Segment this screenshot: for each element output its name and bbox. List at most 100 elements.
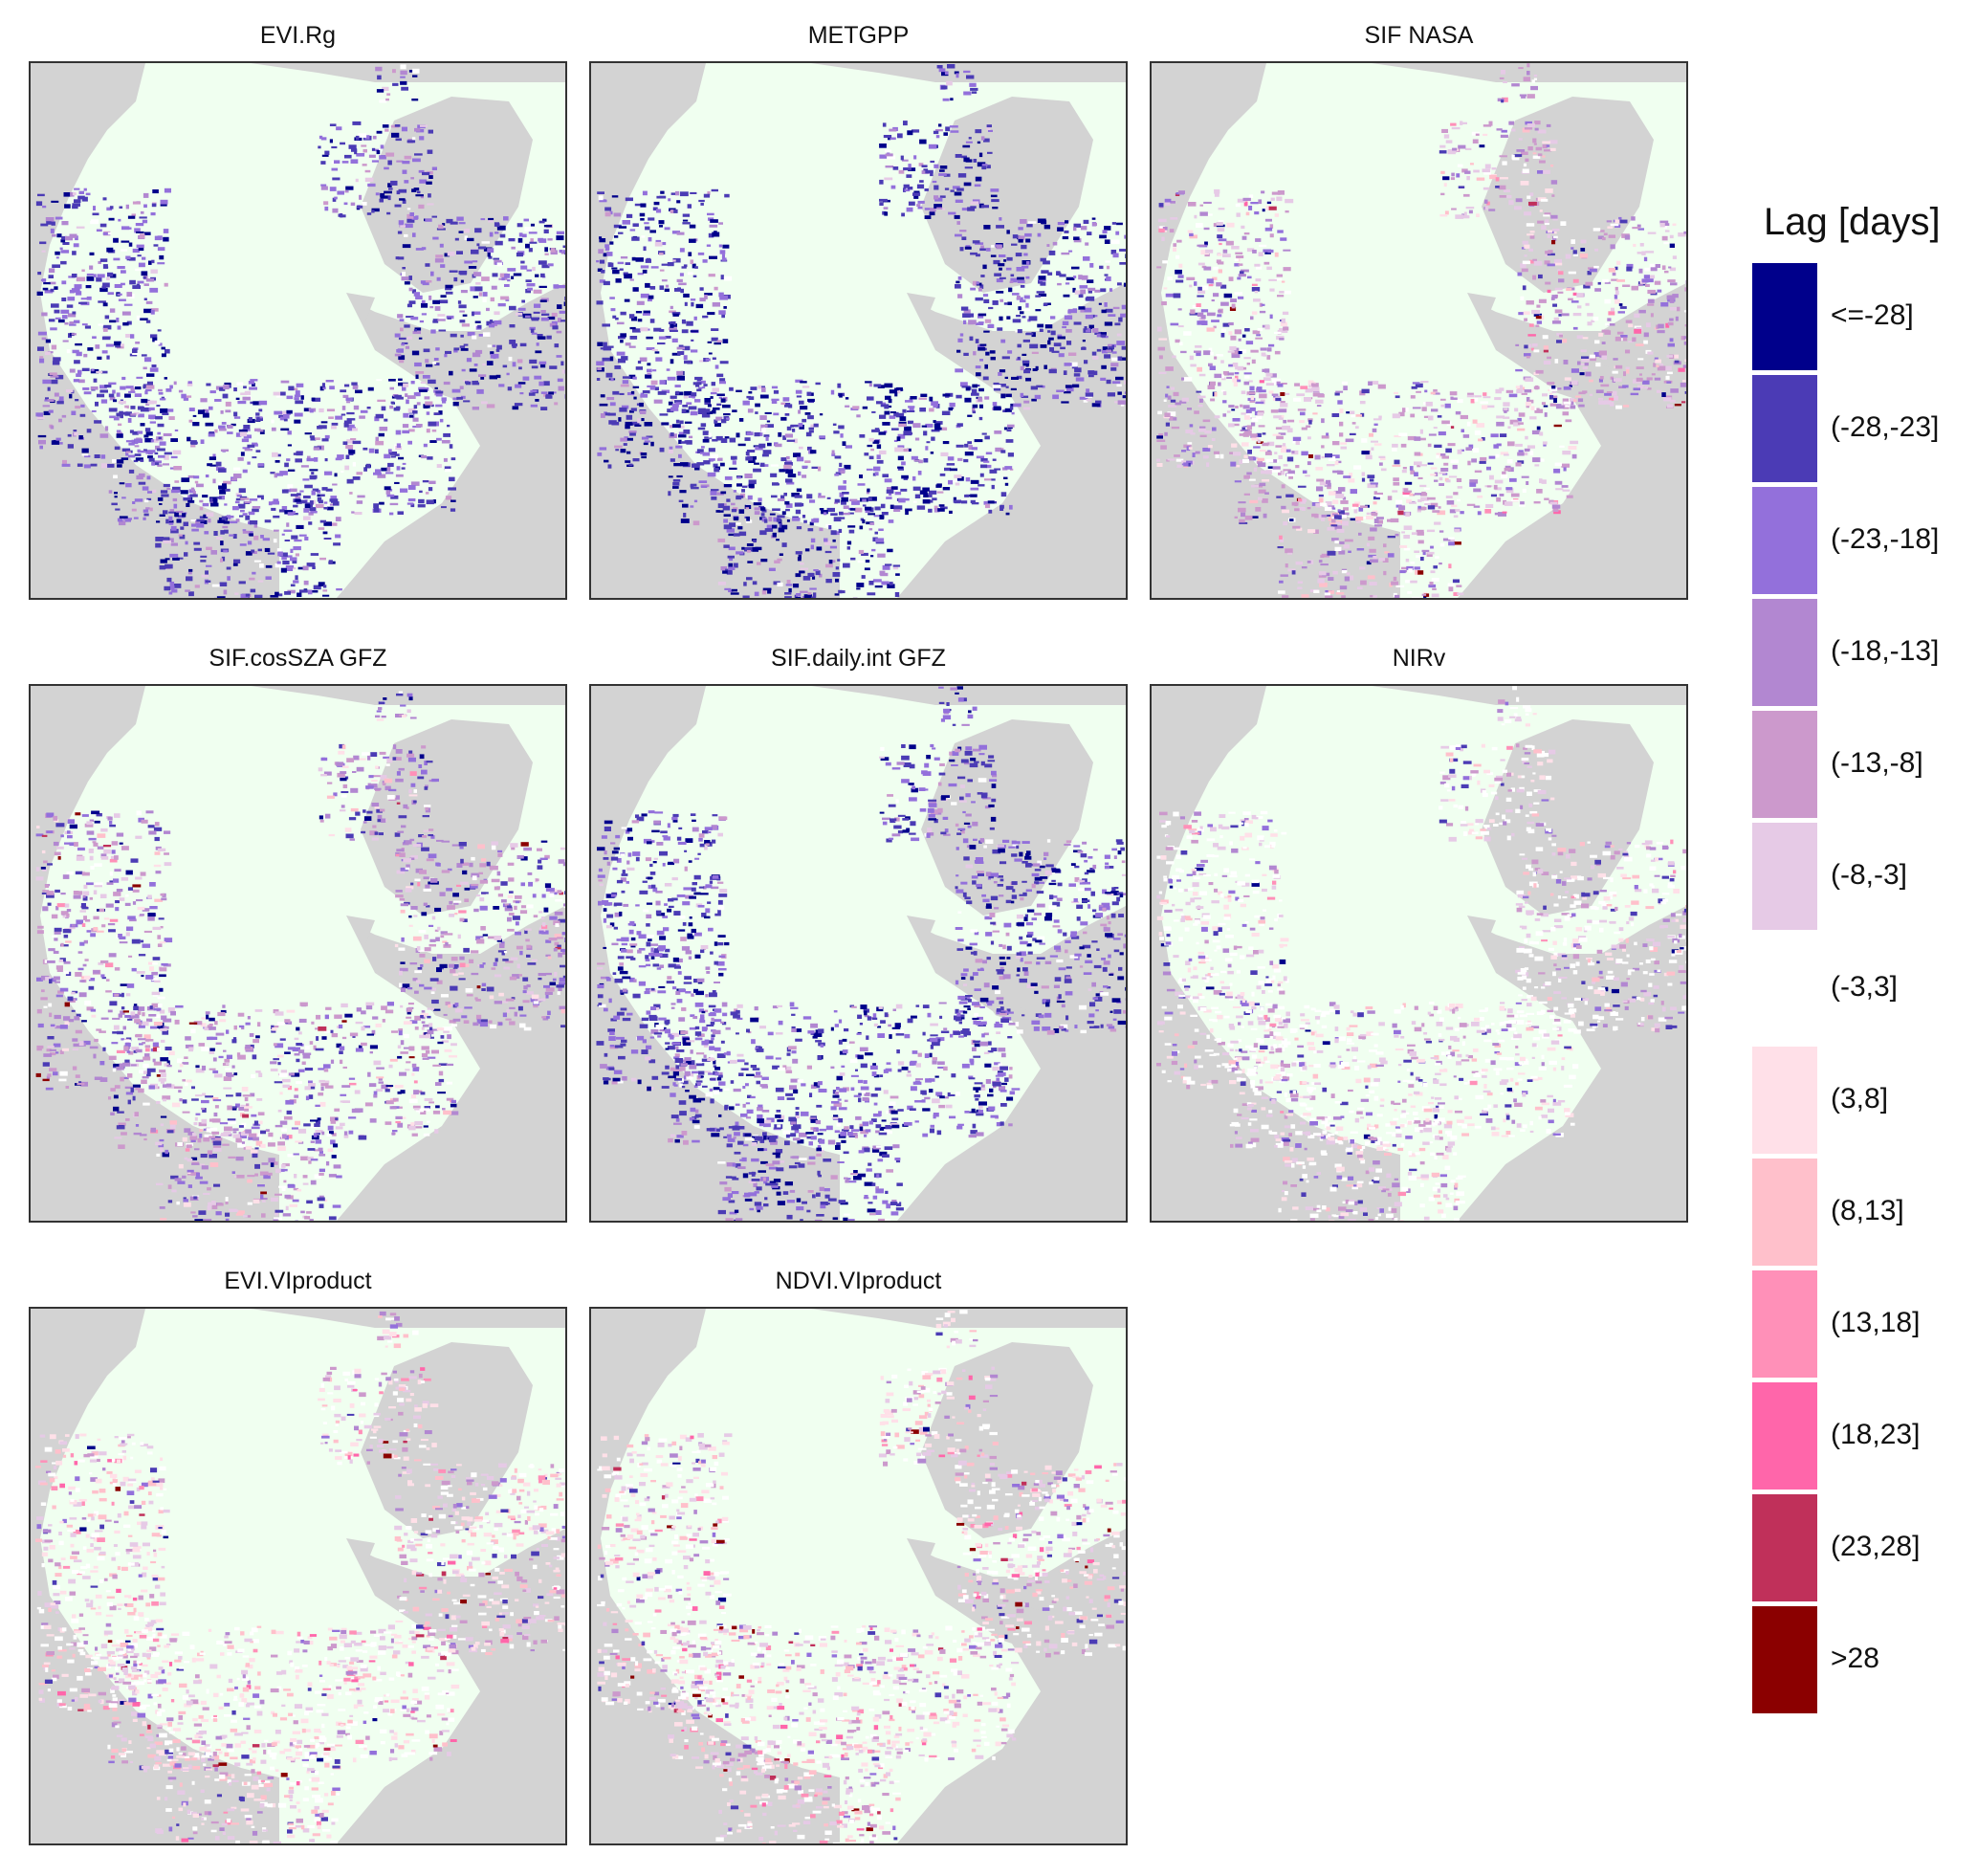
- lag-cell: [604, 459, 609, 463]
- lag-cell: [1005, 439, 1014, 443]
- lag-cell: [1057, 282, 1062, 286]
- lag-cell: [450, 221, 458, 225]
- lag-cell: [46, 221, 52, 225]
- lag-cell: [289, 488, 297, 493]
- lag-cell: [274, 473, 277, 478]
- lag-cell: [1524, 344, 1528, 349]
- lag-cell: [996, 278, 1003, 283]
- lag-cell: [451, 388, 461, 393]
- lag-cell: [272, 500, 279, 505]
- lag-cell: [441, 506, 447, 509]
- lag-cell: [693, 316, 697, 320]
- lag-cell: [243, 434, 252, 439]
- lag-cell: [1490, 494, 1497, 497]
- lag-cell: [1337, 509, 1341, 512]
- lag-cell: [454, 237, 459, 241]
- lag-cell: [859, 475, 863, 478]
- lag-cell: [1551, 504, 1561, 509]
- lag-cell: [710, 219, 718, 223]
- lag-cell: [335, 415, 343, 420]
- lag-cell: [1157, 218, 1167, 223]
- lag-cell: [1161, 301, 1167, 306]
- lag-cell: [1259, 482, 1266, 487]
- lag-cell: [626, 213, 633, 218]
- lag-cell: [324, 434, 330, 439]
- lag-cell: [1056, 271, 1061, 276]
- lag-cell: [1349, 432, 1356, 435]
- lag-cell: [67, 313, 77, 318]
- lag-cell: [1477, 495, 1483, 498]
- lag-cell: [509, 305, 516, 311]
- lag-cell: [1228, 321, 1234, 326]
- lag-cell: [116, 430, 121, 432]
- lag-cell: [122, 408, 127, 412]
- lag-cell: [1549, 392, 1553, 398]
- lag-cell: [694, 466, 700, 471]
- lag-cell: [533, 311, 540, 314]
- lag-cell: [1325, 452, 1332, 458]
- lag-cell: [983, 460, 990, 463]
- lag-cell: [322, 594, 330, 597]
- lag-cell: [1556, 333, 1563, 337]
- lag-cell: [1379, 462, 1383, 466]
- lag-cell: [620, 333, 626, 338]
- lag-cell: [1261, 190, 1265, 194]
- lag-cell: [629, 432, 636, 436]
- lag-cell: [220, 449, 229, 452]
- lag-cell: [699, 298, 706, 302]
- lag-cell: [538, 381, 544, 386]
- lag-cell: [806, 391, 812, 396]
- lag-cell: [1308, 454, 1313, 458]
- lag-cell: [669, 446, 673, 451]
- lag-cell: [819, 573, 823, 578]
- lag-cell: [1083, 219, 1089, 224]
- lag-cell: [692, 263, 696, 269]
- lag-cell: [887, 584, 895, 588]
- lag-cell: [731, 588, 737, 592]
- lag-cell: [1083, 399, 1088, 403]
- lag-cell: [187, 499, 195, 503]
- lag-cell: [886, 497, 892, 499]
- lag-cell: [1507, 426, 1511, 429]
- lag-cell: [1280, 237, 1287, 241]
- lag-cell: [698, 480, 708, 483]
- lag-cell: [917, 200, 925, 204]
- lag-cell: [281, 556, 287, 561]
- lag-cell: [659, 225, 663, 228]
- lag-cell: [1065, 282, 1070, 285]
- lag-cell: [1440, 468, 1449, 472]
- lag-cell: [114, 284, 122, 288]
- lag-cell: [1647, 298, 1655, 303]
- lag-cell: [1562, 451, 1571, 455]
- lag-cell: [1104, 274, 1109, 276]
- lag-cell: [1021, 308, 1030, 311]
- lag-cell: [322, 589, 328, 592]
- lag-cell: [1194, 410, 1199, 414]
- lag-cell: [1466, 421, 1471, 427]
- lag-cell: [596, 361, 604, 366]
- lag-cell: [1513, 422, 1518, 427]
- lag-cell: [885, 166, 894, 168]
- lag-cell: [245, 593, 251, 597]
- lag-cell: [933, 403, 938, 408]
- lag-cell: [173, 466, 183, 471]
- lag-cell: [268, 501, 273, 506]
- lag-cell: [1272, 433, 1281, 436]
- lag-cell: [348, 144, 357, 149]
- lag-cell: [142, 256, 146, 260]
- lag-cell: [67, 433, 72, 437]
- lag-cell: [200, 560, 207, 563]
- lag-cell: [1181, 377, 1184, 381]
- lag-cell: [90, 386, 99, 390]
- lag-cell: [628, 463, 633, 467]
- lag-cell: [156, 520, 161, 523]
- lag-cell: [1108, 344, 1114, 350]
- lag-cell: [1461, 429, 1464, 432]
- lag-cell: [1451, 504, 1458, 508]
- lag-cell: [1670, 388, 1679, 393]
- lag-cell: [850, 557, 856, 561]
- lag-cell: [283, 418, 288, 422]
- lag-cell: [1061, 401, 1069, 404]
- lag-cell: [1186, 446, 1191, 452]
- lag-cell: [1238, 263, 1243, 266]
